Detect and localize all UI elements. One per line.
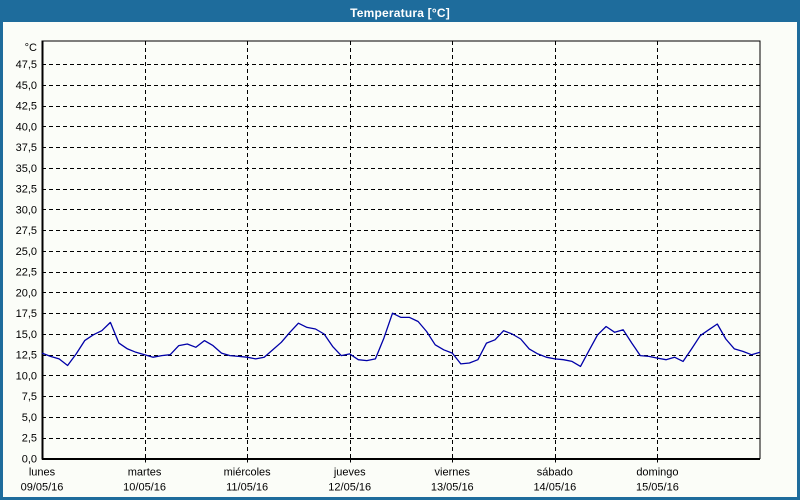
y-tick-label: 25,0 <box>16 246 37 258</box>
window-title: Temperatura [°C] <box>350 5 450 20</box>
x-date-label: 12/05/16 <box>328 482 371 494</box>
y-tick-label: 2,5 <box>22 433 37 445</box>
x-day-label: viernes <box>435 467 471 479</box>
x-date-label: 14/05/16 <box>533 482 576 494</box>
x-date-label: 13/05/16 <box>431 482 474 494</box>
y-tick-label: 37,5 <box>16 142 37 154</box>
y-tick-label: 47,5 <box>16 59 37 71</box>
y-tick-label: 5,0 <box>22 412 37 424</box>
x-day-label: domingo <box>636 467 678 479</box>
y-tick-label: 17,5 <box>16 308 37 320</box>
chart-panel: 0,0 2,5 5,0 7,5 10,0 12,5 15,0 17,5 20,0 22,5 25,0… <box>3 22 797 497</box>
x-day-label: miércoles <box>224 467 272 479</box>
y-tick-label: 12,5 <box>16 350 37 362</box>
x-day-label: lunes <box>29 467 56 479</box>
plot-border <box>41 40 761 459</box>
temperature-series-line <box>41 312 761 368</box>
y-tick-label: 45,0 <box>16 80 37 92</box>
y-tick-label: 32,5 <box>16 184 37 196</box>
y-tick-label: 27,5 <box>16 225 37 237</box>
x-day-label: sábado <box>537 467 573 479</box>
x-day-label: martes <box>128 467 162 479</box>
y-tick-label: 0,0 <box>22 454 37 466</box>
gridlines <box>42 41 760 459</box>
y-tick-label: 10,0 <box>16 370 37 382</box>
temperature-chart: 0,0 2,5 5,0 7,5 10,0 12,5 15,0 17,5 20,0 22,5 25,0… <box>16 40 761 494</box>
y-tick-label: 22,5 <box>16 267 37 279</box>
y-tick-label: 30,0 <box>16 204 37 216</box>
y-tick-label: 15,0 <box>16 329 37 341</box>
x-date-label: 10/05/16 <box>123 482 166 494</box>
y-tick-label: 42,5 <box>16 101 37 113</box>
y-axis-unit-label: °C <box>25 42 37 54</box>
y-tick-label: 40,0 <box>16 121 37 133</box>
title-bar: Temperatura [°C] <box>3 3 797 22</box>
x-axis-labels: lunes 09/05/16 martes 10/05/16 miércoles 11/0… <box>21 467 679 494</box>
y-tick-label: 7,5 <box>22 391 37 403</box>
y-axis-labels: 0,0 2,5 5,0 7,5 10,0 12,5 15,0 17,5 20,0 22,5 25,0… <box>16 59 37 465</box>
y-tick-label: 35,0 <box>16 163 37 175</box>
x-date-label: 09/05/16 <box>21 482 64 494</box>
x-date-label: 15/05/16 <box>636 482 679 494</box>
y-tick-label: 20,0 <box>16 287 37 299</box>
x-day-label: jueves <box>333 467 366 479</box>
x-date-label: 11/05/16 <box>226 482 268 494</box>
